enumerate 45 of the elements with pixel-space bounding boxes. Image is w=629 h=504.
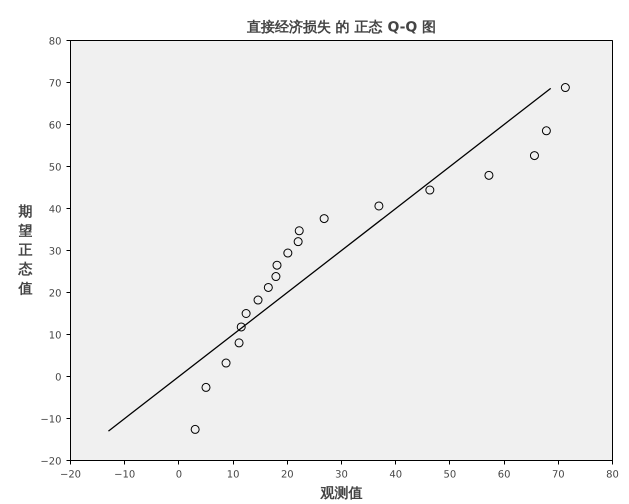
x-tick-label: 10 [226, 470, 240, 480]
y-tick-label: 0 [55, 372, 62, 384]
point [254, 296, 263, 305]
x-tick-label: −20 [60, 470, 82, 480]
point [530, 151, 539, 160]
y-tick-label: −20 [40, 456, 62, 468]
x-tick-label: 70 [552, 470, 565, 480]
point [271, 272, 280, 282]
x-tick-label: 50 [444, 470, 456, 480]
y-tick-label: 80 [48, 36, 62, 48]
point [236, 322, 246, 332]
x-tick-label: 80 [606, 470, 619, 480]
y-tick-label: 40 [48, 204, 62, 216]
point [320, 214, 329, 224]
chart-title: 直接经济损失 的 正态 Q-Q 图 [246, 18, 436, 36]
point [542, 126, 551, 136]
y-tick-label: 30 [48, 246, 62, 258]
point [264, 282, 273, 292]
x-axis-title: 观测值 [320, 486, 362, 502]
y-tick-label: 20 [48, 288, 62, 300]
y-tick-label: 50 [48, 162, 62, 174]
x-tick-label: 30 [335, 470, 348, 480]
point [242, 309, 251, 318]
x-tick-label: 40 [389, 470, 402, 480]
point [294, 226, 304, 236]
point [294, 237, 303, 246]
y-tick-label: 60 [48, 120, 62, 132]
x-tick-label: −10 [114, 470, 136, 480]
point [283, 248, 292, 258]
point [484, 170, 494, 180]
point [272, 260, 282, 270]
y-tick-label: 10 [48, 330, 62, 342]
x-tick-label: 20 [280, 470, 294, 480]
point [374, 201, 384, 210]
point [234, 338, 244, 348]
y-tick-label: 70 [48, 78, 62, 90]
point [425, 186, 434, 195]
point [560, 83, 570, 92]
x-tick-label: 60 [498, 470, 510, 480]
point [190, 424, 200, 434]
x-tick-label: 0 [176, 470, 182, 480]
point [202, 382, 210, 392]
y-tick-label: −10 [40, 414, 62, 426]
point [222, 358, 231, 368]
y-axis-title: 期望正态值 [17, 204, 32, 297]
